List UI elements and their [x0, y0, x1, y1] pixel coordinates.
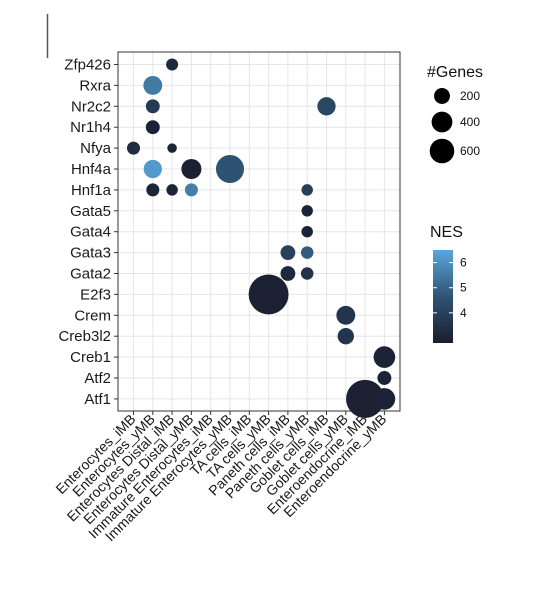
y-tick-label-hnf4a: Hnf4a — [71, 161, 112, 178]
size-legend-dot-600 — [429, 138, 455, 164]
y-tick-label-gata3: Gata3 — [70, 245, 111, 262]
point-hnf1a-enterocytes-distal-imb — [166, 184, 178, 196]
y-tick-label-creb3l2: Creb3l2 — [58, 328, 111, 345]
point-zfp426-enterocytes-distal-imb — [166, 58, 179, 71]
grid-lines — [118, 52, 400, 411]
point-hnf1a-paneth-cells-ymb — [301, 184, 313, 196]
y-tick-label-hnf1a: Hnf1a — [71, 182, 112, 199]
point-e2f3-ta-cells-ymb — [248, 274, 289, 315]
size-legend-dot-200 — [434, 88, 450, 104]
y-tick-label-nr1h4: Nr1h4 — [70, 119, 111, 136]
point-atf2-enteroendocrine-ymb — [377, 371, 392, 385]
point-gata4-paneth-cells-ymb — [301, 225, 313, 238]
size-legend: #Genes 200 400 600 — [427, 64, 483, 164]
point-hnf4a-immature-enterocytes-ymb — [215, 154, 245, 184]
colorbar-tick-label-4: 4 — [460, 306, 467, 320]
color-legend: NES 4 5 6 — [430, 224, 467, 343]
point-hnf4a-enterocytes-ymb — [143, 159, 162, 179]
point-rxra-enterocytes-ymb — [143, 75, 163, 95]
size-legend-dot-400 — [431, 111, 453, 133]
y-tick-label-zfp426: Zfp426 — [64, 57, 111, 74]
nes-colorbar — [433, 250, 453, 343]
y-tick-label-gata2: Gata2 — [70, 266, 111, 283]
point-atf1-enteroendocrine-imb — [346, 379, 385, 418]
point-creb3l2-goblet-cells-ymb — [337, 328, 354, 345]
y-tick-label-atf2: Atf2 — [84, 370, 111, 387]
point-hnf4a-enterocytes-distal-ymb — [181, 158, 202, 180]
y-tick-label-gata5: Gata5 — [70, 203, 111, 220]
point-gata5-paneth-cells-ymb — [301, 205, 313, 217]
point-gata3-paneth-cells-ymb — [300, 246, 314, 259]
y-tick-label-nfya: Nfya — [80, 140, 112, 157]
point-nr1h4-enterocytes-ymb — [145, 120, 160, 135]
size-legend-title: #Genes — [427, 64, 483, 81]
y-tick-label-gata4: Gata4 — [70, 224, 111, 241]
color-legend-title: NES — [430, 224, 463, 241]
colorbar-tick-label-5: 5 — [460, 281, 467, 295]
y-tick-label-nr2c2: Nr2c2 — [71, 98, 111, 115]
y-tick-label-rxra: Rxra — [79, 77, 111, 94]
size-legend-label-200: 200 — [460, 89, 480, 103]
size-legend-label-600: 600 — [460, 144, 480, 158]
size-legend-label-400: 400 — [460, 115, 480, 129]
y-axis: Zfp426 Rxra Nr2c2 Nr1h4 Nfya Hnf4a Hnf1a Gata5 G… — [58, 57, 118, 408]
point-nfya-enterocytes-imb — [126, 141, 141, 155]
point-creb1-enteroendocrine-ymb — [373, 346, 396, 368]
point-crem-goblet-cells-ymb — [336, 305, 356, 325]
point-nfya-enterocytes-distal-imb — [167, 143, 177, 153]
point-hnf1a-enterocytes-ymb — [146, 183, 160, 197]
point-hnf1a-enterocytes-distal-ymb — [184, 183, 198, 197]
colorbar-tick-label-6: 6 — [460, 256, 467, 270]
point-nr2c2-enterocytes-ymb — [145, 99, 160, 114]
point-gata3-paneth-cells-imb — [280, 245, 296, 260]
data-points — [126, 58, 396, 418]
y-tick-label-e2f3: E2f3 — [80, 286, 111, 303]
point-gata2-paneth-cells-ymb — [300, 267, 314, 280]
y-tick-label-crem: Crem — [74, 307, 111, 324]
y-tick-label-atf1: Atf1 — [84, 391, 111, 408]
point-nr2c2-goblet-cells-imb — [317, 97, 336, 116]
point-gata2-paneth-cells-imb — [280, 266, 296, 281]
y-tick-label-creb1: Creb1 — [70, 349, 111, 366]
point-atf1-enteroendocrine-ymb — [373, 388, 396, 410]
